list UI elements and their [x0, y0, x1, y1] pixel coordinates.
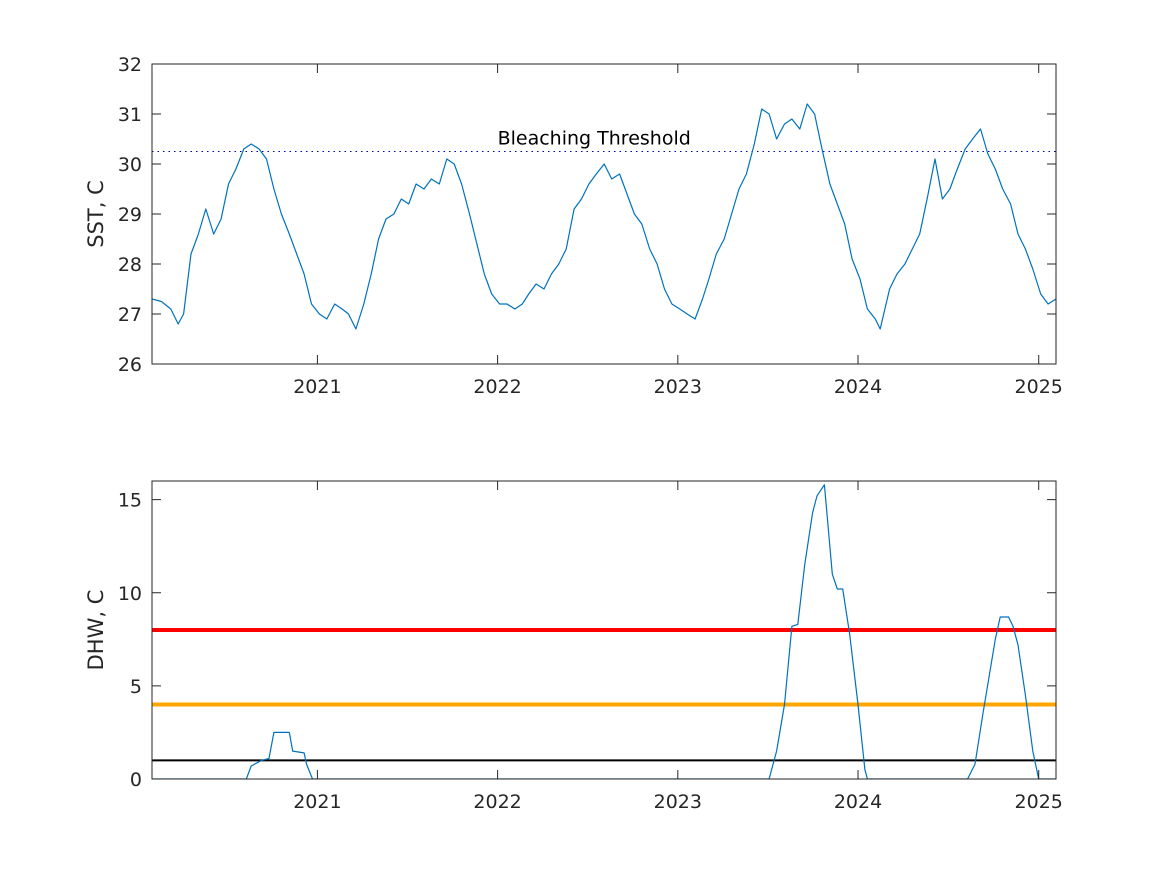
x-tick-label: 2021	[293, 791, 341, 813]
y-tick-label: 5	[130, 676, 142, 698]
dhw-series	[152, 484, 1056, 779]
x-tick-label: 2021	[293, 376, 341, 398]
y-tick-label: 29	[118, 204, 142, 226]
dhw-panel: 2021 2022 2023 2024 2025 0 5 10 15 DHW, C	[84, 480, 1063, 813]
x-tick-label: 2023	[654, 791, 702, 813]
dhw-series-line-0	[152, 484, 1056, 779]
x-tick-label: 2022	[473, 376, 521, 398]
y-tick-label: 32	[118, 54, 142, 76]
y-tick-label: 0	[130, 769, 142, 791]
y-tick-label: 31	[118, 104, 142, 126]
dhw-text: 2021 2022 2023 2024 2025 0 5 10 15 DHW, C	[84, 490, 1063, 813]
x-tick-label: 2022	[473, 791, 521, 813]
y-tick-label: 10	[118, 583, 142, 605]
y-tick-label: 15	[118, 490, 142, 512]
y-tick-label: 30	[118, 154, 142, 176]
sst-panel: Bleaching Threshold 2021 2022 2023 2024 2025 2…	[84, 54, 1063, 398]
dhw-axes-frame	[151, 480, 1057, 780]
x-tick-label: 2024	[834, 791, 882, 813]
sst-ticks	[152, 63, 1056, 365]
y-tick-label: 26	[118, 354, 142, 376]
y-axis-label: DHW, C	[84, 590, 108, 671]
dhw-reference-lines	[152, 628, 1056, 762]
sst-series	[152, 103, 1056, 330]
x-tick-label: 2025	[1015, 376, 1063, 398]
sst-text: Bleaching Threshold 2021 2022 2023 2024 2025 2…	[84, 54, 1063, 398]
x-tick-label: 2024	[834, 376, 882, 398]
dhw-ticks	[152, 481, 1056, 780]
reference-line-label: Bleaching Threshold	[498, 128, 691, 150]
y-tick-label: 28	[118, 254, 142, 276]
x-tick-label: 2023	[654, 376, 702, 398]
x-tick-label: 2025	[1015, 791, 1063, 813]
y-tick-label: 27	[118, 304, 142, 326]
sst-series-line-0	[152, 103, 1056, 330]
y-axis-label: SST, C	[84, 180, 108, 248]
